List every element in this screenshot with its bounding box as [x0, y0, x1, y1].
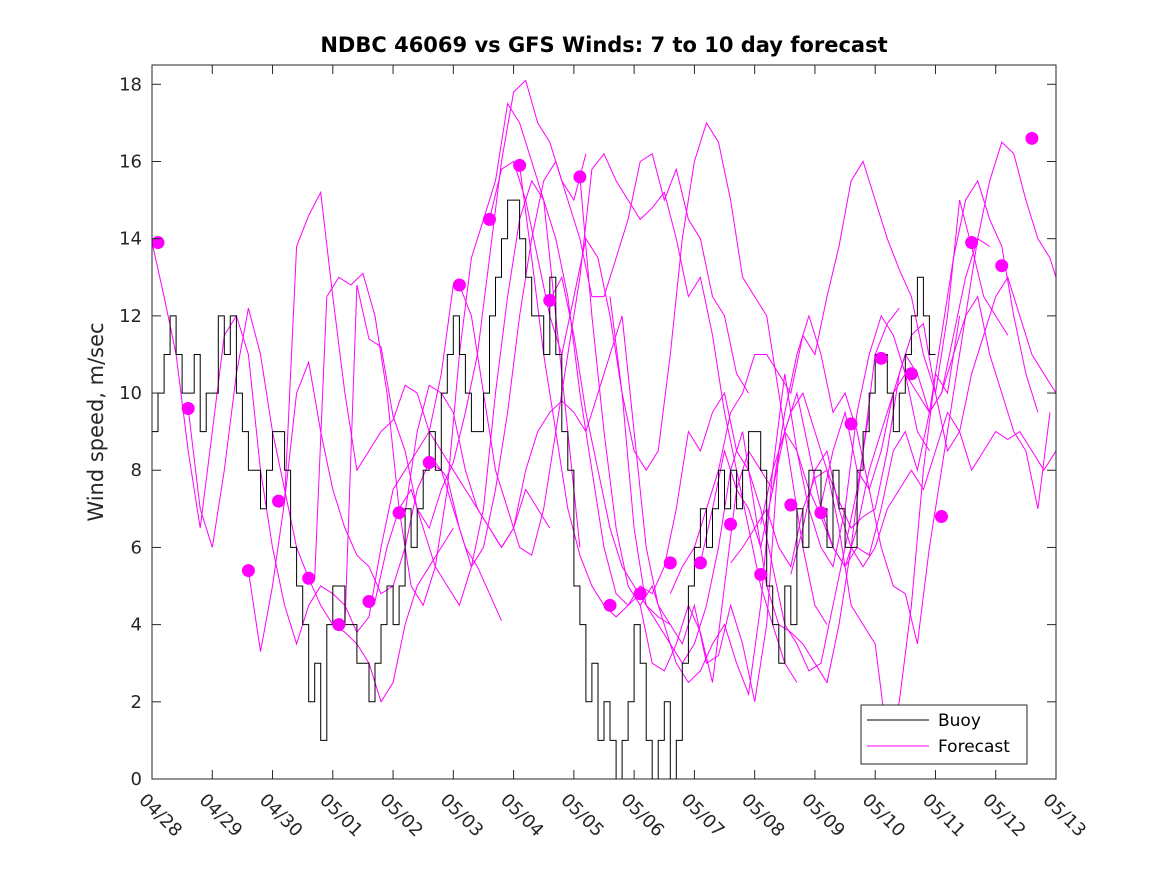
forecast-marker [482, 212, 496, 226]
legend-box [860, 704, 1028, 765]
y-tick-label: 0 [131, 769, 142, 790]
forecast-marker [784, 498, 798, 512]
forecast-marker [181, 401, 195, 415]
forecast-marker [603, 598, 617, 612]
y-tick-label: 18 [119, 74, 142, 95]
forecast-series-line [579, 176, 930, 697]
y-tick-label: 6 [131, 537, 142, 558]
forecast-series-line [434, 153, 750, 568]
forecast-marker [663, 556, 677, 570]
forecast-marker [874, 351, 888, 365]
forecast-series-line [820, 141, 1057, 506]
legend-buoy-label: Buoy [938, 711, 981, 731]
y-tick-label: 10 [119, 383, 142, 404]
y-tick-label: 4 [131, 615, 142, 636]
plot-frame [151, 64, 1057, 780]
forecast-series-line [639, 237, 990, 683]
chart-title: NDBC 46069 vs GFS Winds: 7 to 10 day for… [320, 33, 887, 57]
forecast-marker [362, 594, 376, 608]
forecast-marker [724, 517, 738, 531]
forecast-marker [904, 367, 918, 381]
forecast-series-line [669, 160, 1009, 594]
forecast-marker [633, 587, 647, 601]
forecast-marker [754, 567, 768, 581]
forecast-marker [995, 259, 1009, 273]
y-tick-label: 2 [131, 692, 142, 713]
legend-forecast-label: Forecast [938, 737, 1010, 757]
forecast-marker [272, 494, 286, 508]
forecast-marker [513, 158, 527, 172]
forecast-marker [934, 510, 948, 524]
forecast-marker [693, 556, 707, 570]
y-tick-label: 12 [119, 306, 142, 327]
forecast-markers [151, 131, 1039, 632]
forecast-series-line [458, 152, 798, 683]
forecast-series-line [404, 315, 671, 625]
forecast-marker [844, 417, 858, 431]
legend: Buoy Forecast [860, 704, 1028, 765]
forecast-marker [422, 456, 436, 470]
forecast-marker [241, 564, 255, 578]
forecast-series-line [519, 165, 870, 672]
forecast-series-line [344, 79, 587, 625]
y-tick-label: 14 [119, 229, 142, 250]
forecast-marker [965, 236, 979, 250]
forecast-marker [332, 618, 346, 632]
forecast-marker [452, 278, 466, 292]
forecast-series-line [790, 411, 1057, 575]
forecast-marker [814, 506, 828, 520]
forecast-lines [151, 79, 1057, 741]
forecast-series-line [187, 307, 454, 703]
y-tick-label: 8 [131, 460, 142, 481]
y-tick-label: 16 [119, 151, 142, 172]
forecast-marker [302, 571, 316, 585]
forecast-series-line [699, 179, 1039, 568]
forecast-series-line [314, 102, 581, 607]
buoy-series-line [152, 199, 936, 780]
forecast-series-line [374, 179, 641, 607]
forecast-marker [543, 293, 557, 307]
forecast-marker [1025, 131, 1039, 145]
y-axis-label: Wind speed, m/sec [84, 322, 108, 521]
forecast-marker [392, 506, 406, 520]
plot-area [152, 65, 1056, 779]
forecast-marker [573, 170, 587, 184]
y-axis: 0 2 4 6 8 10 12 14 16 18 [119, 74, 1056, 790]
buoy-line [152, 199, 936, 780]
